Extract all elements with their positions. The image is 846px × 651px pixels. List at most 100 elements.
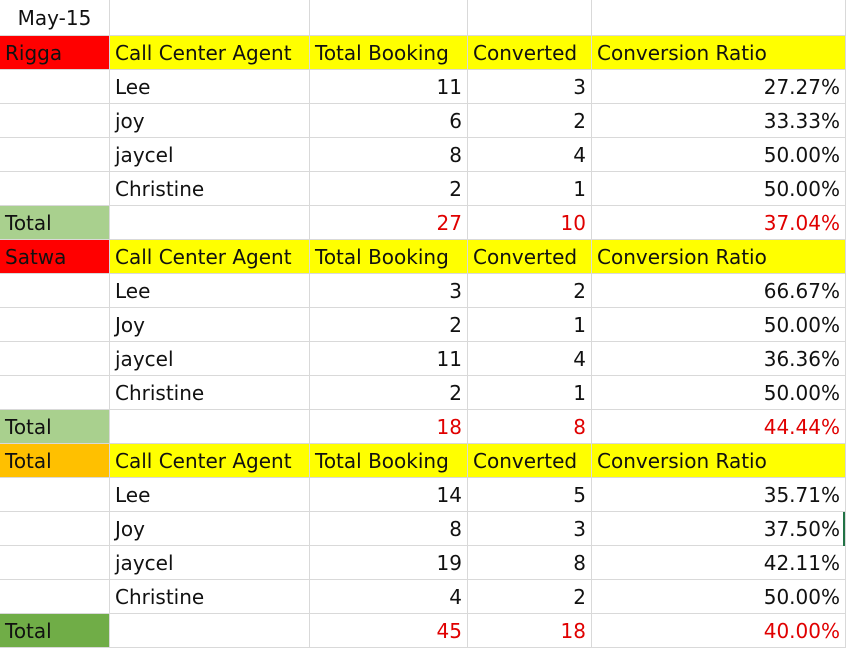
empty-cell[interactable] xyxy=(0,70,110,104)
empty-cell[interactable] xyxy=(0,138,110,172)
ratio-total-cell[interactable]: 40.00% xyxy=(592,614,846,648)
empty-cell[interactable] xyxy=(110,614,310,648)
total-label-cell[interactable]: Total xyxy=(0,410,110,444)
empty-cell[interactable] xyxy=(0,478,110,512)
converted-cell[interactable]: 3 xyxy=(468,512,592,546)
location-cell[interactable]: Satwa xyxy=(0,240,110,274)
empty-cell[interactable] xyxy=(0,172,110,206)
empty-cell[interactable] xyxy=(0,342,110,376)
ratio-cell[interactable]: 50.00% xyxy=(592,138,846,172)
block-header-row: Rigga Call Center Agent Total Booking Co… xyxy=(0,36,846,70)
total-label-cell[interactable]: Total xyxy=(0,206,110,240)
empty-cell[interactable] xyxy=(0,308,110,342)
converted-sum-cell[interactable]: 18 xyxy=(468,614,592,648)
empty-cell[interactable] xyxy=(0,376,110,410)
date-cell[interactable]: May-15 xyxy=(0,0,110,36)
empty-cell[interactable] xyxy=(0,274,110,308)
total-booking-sum-cell[interactable]: 45 xyxy=(310,614,468,648)
total-booking-cell[interactable]: 8 xyxy=(310,138,468,172)
converted-cell[interactable]: 2 xyxy=(468,580,592,614)
agent-row: jaycel 8 4 50.00% xyxy=(0,138,846,172)
total-booking-cell[interactable]: 11 xyxy=(310,342,468,376)
total-booking-header-cell[interactable]: Total Booking xyxy=(310,240,468,274)
ratio-cell[interactable]: 37.50% xyxy=(592,512,846,546)
location-cell[interactable]: Total xyxy=(0,444,110,478)
agent-cell[interactable]: Christine xyxy=(110,172,310,206)
converted-cell[interactable]: 5 xyxy=(468,478,592,512)
empty-cell[interactable] xyxy=(110,410,310,444)
ratio-total-cell[interactable]: 37.04% xyxy=(592,206,846,240)
empty-cell[interactable] xyxy=(0,512,110,546)
agent-cell[interactable]: joy xyxy=(110,104,310,138)
converted-sum-cell[interactable]: 8 xyxy=(468,410,592,444)
empty-cell[interactable] xyxy=(310,0,468,36)
ratio-cell[interactable]: 50.00% xyxy=(592,308,846,342)
agent-row: Lee 3 2 66.67% xyxy=(0,274,846,308)
agent-cell[interactable]: Joy xyxy=(110,512,310,546)
total-booking-cell[interactable]: 19 xyxy=(310,546,468,580)
ratio-cell[interactable]: 33.33% xyxy=(592,104,846,138)
total-booking-cell[interactable]: 3 xyxy=(310,274,468,308)
agent-header-cell[interactable]: Call Center Agent xyxy=(110,36,310,70)
agent-cell[interactable]: Lee xyxy=(110,274,310,308)
converted-cell[interactable]: 1 xyxy=(468,172,592,206)
empty-cell[interactable] xyxy=(592,0,846,36)
total-booking-sum-cell[interactable]: 18 xyxy=(310,410,468,444)
converted-sum-cell[interactable]: 10 xyxy=(468,206,592,240)
converted-cell[interactable]: 3 xyxy=(468,70,592,104)
total-booking-cell[interactable]: 6 xyxy=(310,104,468,138)
empty-cell[interactable] xyxy=(468,0,592,36)
agent-cell[interactable]: jaycel xyxy=(110,342,310,376)
total-booking-cell[interactable]: 8 xyxy=(310,512,468,546)
agent-header-cell[interactable]: Call Center Agent xyxy=(110,444,310,478)
total-booking-header-cell[interactable]: Total Booking xyxy=(310,36,468,70)
agent-cell[interactable]: Lee xyxy=(110,478,310,512)
agent-row: jaycel 19 8 42.11% xyxy=(0,546,846,580)
ratio-cell[interactable]: 36.36% xyxy=(592,342,846,376)
total-booking-cell[interactable]: 2 xyxy=(310,308,468,342)
agent-cell[interactable]: Christine xyxy=(110,376,310,410)
total-booking-cell[interactable]: 11 xyxy=(310,70,468,104)
converted-header-cell[interactable]: Converted xyxy=(468,240,592,274)
ratio-cell[interactable]: 35.71% xyxy=(592,478,846,512)
total-booking-cell[interactable]: 14 xyxy=(310,478,468,512)
empty-cell[interactable] xyxy=(0,580,110,614)
ratio-header-cell[interactable]: Conversion Ratio xyxy=(592,444,846,478)
total-booking-cell[interactable]: 4 xyxy=(310,580,468,614)
converted-cell[interactable]: 2 xyxy=(468,104,592,138)
location-cell[interactable]: Rigga xyxy=(0,36,110,70)
ratio-header-cell[interactable]: Conversion Ratio xyxy=(592,240,846,274)
converted-cell[interactable]: 1 xyxy=(468,308,592,342)
agent-header-cell[interactable]: Call Center Agent xyxy=(110,240,310,274)
converted-cell[interactable]: 4 xyxy=(468,342,592,376)
ratio-cell[interactable]: 42.11% xyxy=(592,546,846,580)
ratio-cell[interactable]: 27.27% xyxy=(592,70,846,104)
empty-cell[interactable] xyxy=(110,206,310,240)
ratio-total-cell[interactable]: 44.44% xyxy=(592,410,846,444)
agent-cell[interactable]: jaycel xyxy=(110,138,310,172)
total-label-cell[interactable]: Total xyxy=(0,614,110,648)
total-booking-sum-cell[interactable]: 27 xyxy=(310,206,468,240)
ratio-cell[interactable]: 50.00% xyxy=(592,376,846,410)
agent-cell[interactable]: Lee xyxy=(110,70,310,104)
converted-header-cell[interactable]: Converted xyxy=(468,444,592,478)
empty-cell[interactable] xyxy=(110,0,310,36)
converted-cell[interactable]: 1 xyxy=(468,376,592,410)
agent-cell[interactable]: Christine xyxy=(110,580,310,614)
total-booking-cell[interactable]: 2 xyxy=(310,376,468,410)
converted-cell[interactable]: 8 xyxy=(468,546,592,580)
ratio-cell[interactable]: 50.00% xyxy=(592,580,846,614)
empty-cell[interactable] xyxy=(0,104,110,138)
converted-cell[interactable]: 4 xyxy=(468,138,592,172)
total-booking-header-cell[interactable]: Total Booking xyxy=(310,444,468,478)
converted-header-cell[interactable]: Converted xyxy=(468,36,592,70)
ratio-cell[interactable]: 50.00% xyxy=(592,172,846,206)
total-booking-cell[interactable]: 2 xyxy=(310,172,468,206)
empty-cell[interactable] xyxy=(0,546,110,580)
ratio-header-cell[interactable]: Conversion Ratio xyxy=(592,36,846,70)
agent-cell[interactable]: jaycel xyxy=(110,546,310,580)
ratio-cell[interactable]: 66.67% xyxy=(592,274,846,308)
converted-cell[interactable]: 2 xyxy=(468,274,592,308)
agent-row: Christine 2 1 50.00% xyxy=(0,376,846,410)
agent-cell[interactable]: Joy xyxy=(110,308,310,342)
